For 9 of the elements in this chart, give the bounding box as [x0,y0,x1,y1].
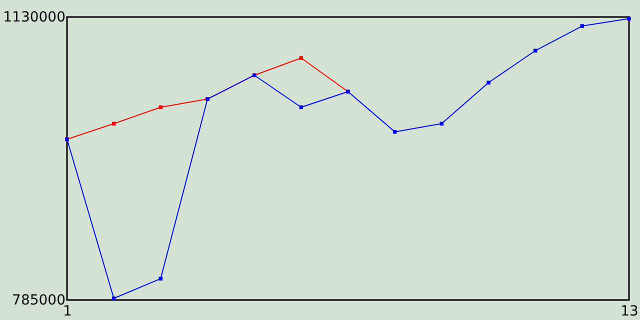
y-tick-label: 1130000 [3,10,66,26]
point [486,80,490,84]
line-series [65,16,631,300]
point [627,16,631,21]
x-tick-label: 13 [620,304,638,320]
x-tick-label: 1 [63,304,72,320]
y-tick-label: 785000 [12,292,66,308]
point [580,24,584,28]
point [299,56,304,60]
